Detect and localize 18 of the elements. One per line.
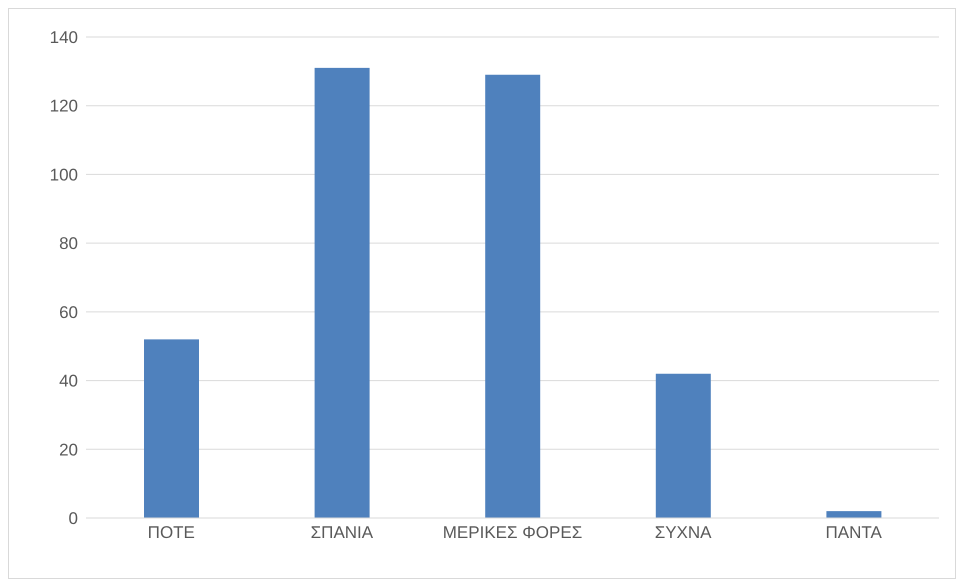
bar: [656, 374, 711, 518]
y-tick-label: 40: [59, 372, 78, 391]
x-tick-label: ΠΑΝΤΑ: [826, 523, 883, 542]
y-tick-label: 60: [59, 302, 78, 322]
bar: [314, 68, 370, 518]
y-tick-label: 120: [50, 96, 78, 116]
y-tick-label: 0: [68, 509, 78, 528]
y-tick-label: 20: [59, 440, 78, 460]
bar: [826, 511, 882, 518]
bar: [144, 339, 200, 518]
x-tick-label: ΣΠΑΝΙΑ: [310, 523, 374, 542]
y-tick-label: 140: [50, 28, 78, 48]
x-tick-label: ΜΕΡΙΚΕΣ ΦΟΡΕΣ: [442, 523, 582, 542]
y-tick-label: 100: [50, 165, 78, 184]
bar: [485, 74, 540, 518]
x-tick-label: ΣΥΧΝΑ: [654, 523, 712, 542]
y-tick-label: 80: [59, 234, 78, 254]
x-tick-label: ΠΟΤΕ: [148, 523, 195, 542]
